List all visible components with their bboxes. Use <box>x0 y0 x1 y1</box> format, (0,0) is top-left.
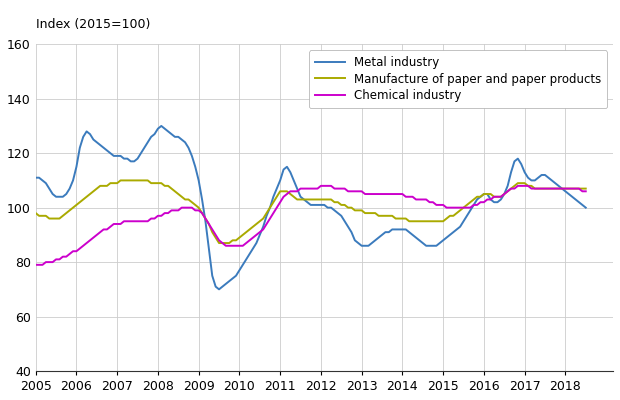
Metal industry <box>440 238 447 243</box>
Chemical industry <box>578 189 586 194</box>
Manufacture of paper and paper products <box>286 192 294 196</box>
Manufacture of paper and paper products <box>188 200 195 205</box>
Manufacture of paper and paper products <box>548 186 556 191</box>
Manufacture of paper and paper products <box>470 197 477 202</box>
Chemical industry <box>582 189 590 194</box>
Chemical industry <box>317 184 325 188</box>
Metal industry <box>286 170 294 175</box>
Chemical industry <box>436 202 443 207</box>
Line: Metal industry: Metal industry <box>36 126 586 289</box>
Metal industry <box>548 178 556 183</box>
Chemical industry <box>507 186 515 191</box>
Line: Manufacture of paper and paper products: Manufacture of paper and paper products <box>36 180 586 243</box>
Chemical industry <box>185 205 192 210</box>
Text: Index (2015=100): Index (2015=100) <box>36 18 150 31</box>
Legend: Metal industry, Manufacture of paper and paper products, Chemical industry: Metal industry, Manufacture of paper and… <box>309 50 607 108</box>
Metal industry <box>511 159 518 164</box>
Metal industry <box>582 205 590 210</box>
Chemical industry <box>545 186 552 191</box>
Metal industry <box>157 124 165 128</box>
Manufacture of paper and paper products <box>582 186 590 191</box>
Metal industry <box>470 202 477 207</box>
Manufacture of paper and paper products <box>215 241 223 246</box>
Manufacture of paper and paper products <box>32 211 40 216</box>
Metal industry <box>188 154 195 158</box>
Chemical industry <box>32 262 40 267</box>
Chemical industry <box>467 205 474 210</box>
Manufacture of paper and paper products <box>511 184 518 188</box>
Metal industry <box>32 175 40 180</box>
Metal industry <box>215 287 223 292</box>
Manufacture of paper and paper products <box>440 219 447 224</box>
Line: Chemical industry: Chemical industry <box>36 186 586 265</box>
Manufacture of paper and paper products <box>117 178 124 183</box>
